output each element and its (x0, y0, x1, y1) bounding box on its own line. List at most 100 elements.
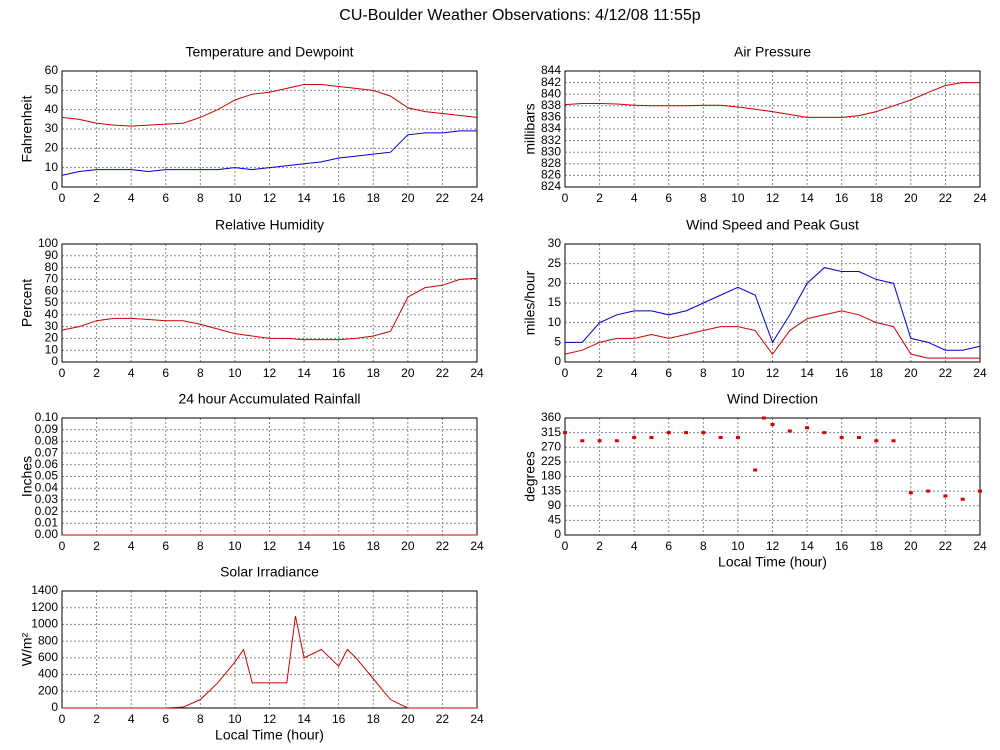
y-tick-label: 100 (38, 236, 58, 250)
y-tick-label: 0.01 (35, 515, 59, 529)
x-tick-label: 14 (800, 191, 814, 205)
y-tick-label: 844 (541, 63, 561, 77)
y-tick-label: 50 (45, 295, 59, 309)
y-tick-label: 30 (548, 236, 562, 250)
y-tick-label: 30 (45, 121, 59, 135)
y-tick-label: 1400 (31, 583, 58, 597)
data-point (891, 439, 896, 443)
chart-title: Relative Humidity (215, 217, 324, 233)
x-tick-label: 4 (631, 191, 638, 205)
data-line (62, 615, 477, 709)
x-tick-label: 12 (766, 366, 780, 380)
x-tick-label: 18 (367, 712, 381, 726)
y-tick-label: 40 (45, 307, 59, 321)
y-tick-label: 0.05 (35, 469, 59, 483)
x-tick-label: 20 (401, 366, 415, 380)
y-tick-label: 360 (541, 410, 561, 424)
y-tick-label: 0.09 (35, 422, 59, 436)
y-axis-label: Percent (19, 279, 35, 327)
y-tick-label: 828 (541, 156, 561, 170)
y-tick-label: 45 (548, 513, 562, 527)
x-tick-label: 4 (128, 712, 135, 726)
data-point (735, 436, 740, 439)
plot-frame (564, 417, 981, 536)
x-tick-label: 8 (700, 366, 707, 380)
x-tick-label: 6 (665, 191, 672, 205)
y-axis-label: millibars (522, 103, 538, 154)
data-point (666, 431, 671, 435)
y-tick-label: 20 (45, 331, 59, 345)
plot-frame (564, 243, 981, 363)
x-tick-label: 22 (436, 539, 450, 553)
y-tick-label: 838 (541, 98, 561, 112)
y-tick-label: 20 (45, 141, 59, 155)
x-tick-label: 18 (367, 366, 381, 380)
data-point (753, 468, 758, 472)
x-tick-label: 6 (162, 539, 169, 553)
y-tick-label: 0.08 (35, 434, 59, 448)
x-tick-label: 0 (59, 539, 66, 553)
x-tick-label: 24 (973, 191, 987, 205)
y-tick-label: 834 (541, 121, 561, 135)
y-tick-label: 270 (541, 439, 561, 453)
data-point (684, 431, 689, 435)
x-tick-label: 4 (128, 366, 135, 380)
y-tick-label: 15 (548, 295, 562, 309)
y-axis-label: W/m² (19, 632, 35, 666)
data-point (805, 426, 810, 430)
y-tick-label: 800 (38, 633, 58, 647)
y-tick-label: 60 (45, 283, 59, 297)
x-tick-label: 8 (700, 539, 707, 553)
x-tick-label: 0 (562, 539, 569, 553)
plot-frame (61, 70, 478, 188)
x-tick-label: 12 (263, 191, 277, 205)
x-tick-label: 6 (665, 539, 672, 553)
x-tick-label: 2 (596, 191, 603, 205)
x-tick-label: 22 (939, 191, 953, 205)
y-tick-label: 0 (51, 179, 58, 193)
x-tick-label: 10 (228, 539, 242, 553)
y-tick-label: 1000 (31, 617, 58, 631)
x-tick-label: 6 (162, 712, 169, 726)
x-tick-label: 22 (436, 191, 450, 205)
x-tick-label: 12 (263, 712, 277, 726)
y-tick-label: 200 (38, 683, 58, 697)
x-tick-label: 10 (731, 539, 745, 553)
y-tick-label: 0.00 (35, 527, 59, 541)
y-tick-label: 0 (51, 354, 58, 368)
y-tick-label: 180 (541, 469, 561, 483)
x-tick-label: 20 (401, 539, 415, 553)
y-tick-label: 600 (38, 650, 58, 664)
x-tick-label: 4 (128, 539, 135, 553)
x-tick-label: 8 (197, 712, 204, 726)
x-tick-label: 24 (470, 712, 484, 726)
chart-title: Temperature and Dewpoint (185, 44, 353, 60)
x-tick-label: 22 (939, 539, 953, 553)
chart-title: Wind Direction (727, 391, 818, 407)
x-tick-label: 22 (436, 366, 450, 380)
x-tick-label: 14 (800, 539, 814, 553)
y-tick-label: 5 (554, 335, 561, 349)
data-point (926, 489, 931, 493)
y-axis-label: Inches (19, 456, 35, 497)
x-tick-label: 6 (162, 191, 169, 205)
data-point (787, 429, 792, 433)
x-tick-label: 2 (596, 366, 603, 380)
y-tick-label: 1200 (31, 600, 58, 614)
x-tick-label: 16 (835, 539, 849, 553)
y-tick-label: 824 (541, 179, 561, 193)
data-point (597, 439, 602, 443)
data-point (874, 439, 879, 443)
x-tick-label: 12 (766, 191, 780, 205)
data-point (908, 491, 913, 495)
x-tick-label: 14 (297, 712, 311, 726)
x-axis-label: Local Time (hour) (718, 554, 827, 570)
x-tick-label: 0 (562, 191, 569, 205)
data-line (61, 84, 478, 127)
x-tick-label: 10 (731, 366, 745, 380)
data-line (564, 310, 980, 359)
y-tick-label: 10 (548, 315, 562, 329)
data-point (632, 436, 637, 439)
y-tick-label: 25 (548, 256, 562, 270)
x-tick-label: 0 (59, 191, 66, 205)
